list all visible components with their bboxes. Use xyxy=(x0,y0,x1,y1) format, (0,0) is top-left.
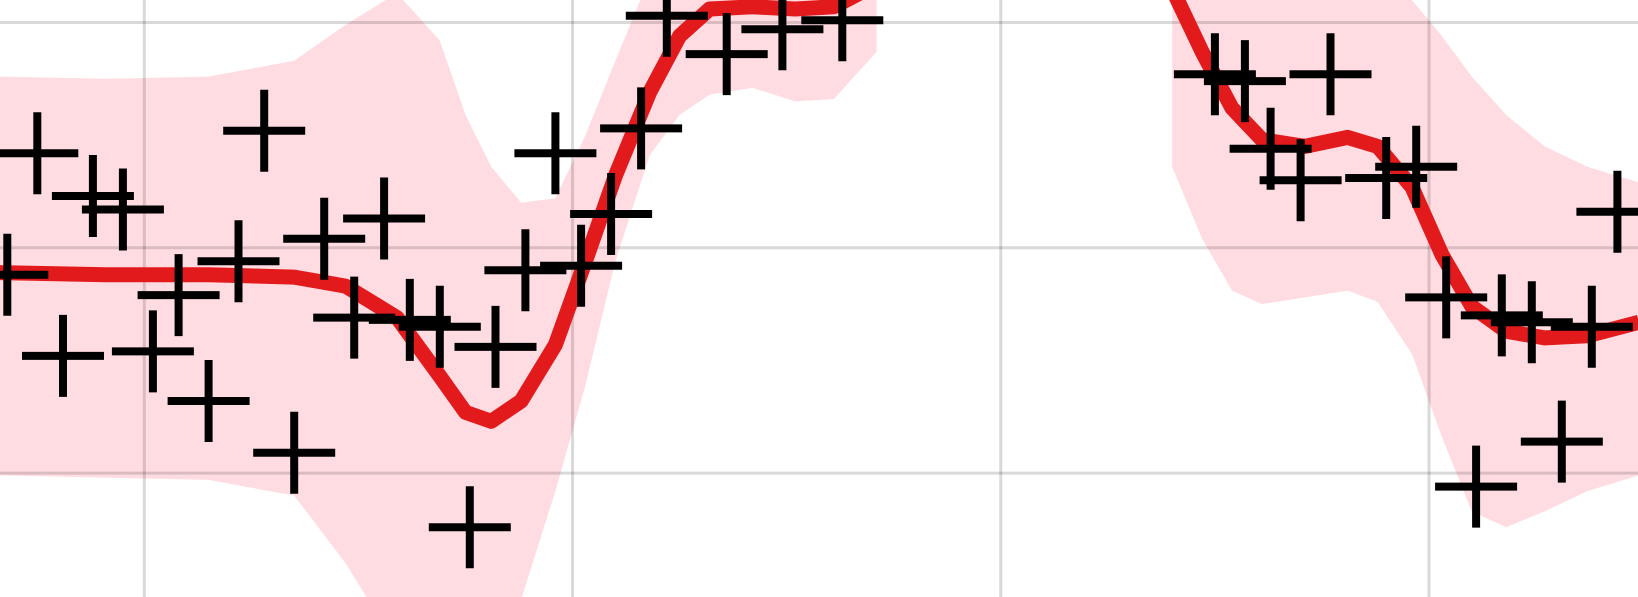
data-point xyxy=(22,314,104,397)
data-point xyxy=(454,305,537,388)
data-point xyxy=(1345,137,1428,219)
data-point xyxy=(137,254,220,337)
data-point xyxy=(167,360,250,442)
data-point xyxy=(81,168,164,251)
data-point xyxy=(283,197,366,280)
data-point xyxy=(600,87,683,170)
data-point xyxy=(1289,33,1372,116)
data-point xyxy=(1435,445,1518,528)
data-point xyxy=(1550,285,1633,368)
data-point xyxy=(253,411,336,494)
data-point xyxy=(625,0,708,57)
data-point xyxy=(1405,256,1488,339)
data-point xyxy=(197,220,280,303)
data-point xyxy=(1490,281,1573,364)
data-point xyxy=(685,13,768,96)
data-point xyxy=(0,233,49,316)
data-point xyxy=(1203,40,1286,123)
data-point xyxy=(343,177,426,260)
data-point xyxy=(801,0,884,62)
data-point xyxy=(0,112,79,195)
confidence-band xyxy=(1172,0,1638,528)
data-point xyxy=(223,89,306,172)
data-point xyxy=(540,224,623,307)
data-point xyxy=(741,0,824,71)
data-point xyxy=(428,486,511,569)
data-point xyxy=(1576,170,1638,253)
data-point xyxy=(570,173,653,255)
data-point xyxy=(1259,139,1342,222)
data-point xyxy=(398,285,481,368)
data-point xyxy=(484,229,567,312)
data-point xyxy=(111,310,194,393)
data-point xyxy=(1520,400,1603,483)
data-point xyxy=(514,112,597,195)
